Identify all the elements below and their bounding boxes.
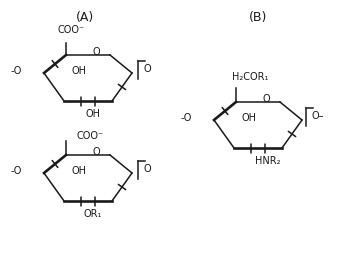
Text: OH: OH <box>72 166 87 176</box>
Text: HNR₂: HNR₂ <box>255 156 281 166</box>
Text: O: O <box>144 164 152 174</box>
Text: -O: -O <box>11 66 22 76</box>
Text: O: O <box>262 94 270 104</box>
Text: O: O <box>92 47 100 57</box>
Text: OH: OH <box>85 109 100 119</box>
Text: O–: O– <box>312 111 324 121</box>
Text: COO⁻: COO⁻ <box>57 25 85 35</box>
Text: -O: -O <box>181 113 192 123</box>
Text: OH: OH <box>72 66 87 76</box>
Text: (B): (B) <box>249 11 267 24</box>
Text: OH: OH <box>242 113 257 123</box>
Text: O: O <box>92 147 100 157</box>
Text: -O: -O <box>11 166 22 176</box>
Text: (A): (A) <box>76 11 94 24</box>
Text: COO⁻: COO⁻ <box>76 131 104 141</box>
Text: O: O <box>144 64 152 74</box>
Text: H₂COR₁: H₂COR₁ <box>232 72 268 82</box>
Text: OR₁: OR₁ <box>84 209 102 219</box>
